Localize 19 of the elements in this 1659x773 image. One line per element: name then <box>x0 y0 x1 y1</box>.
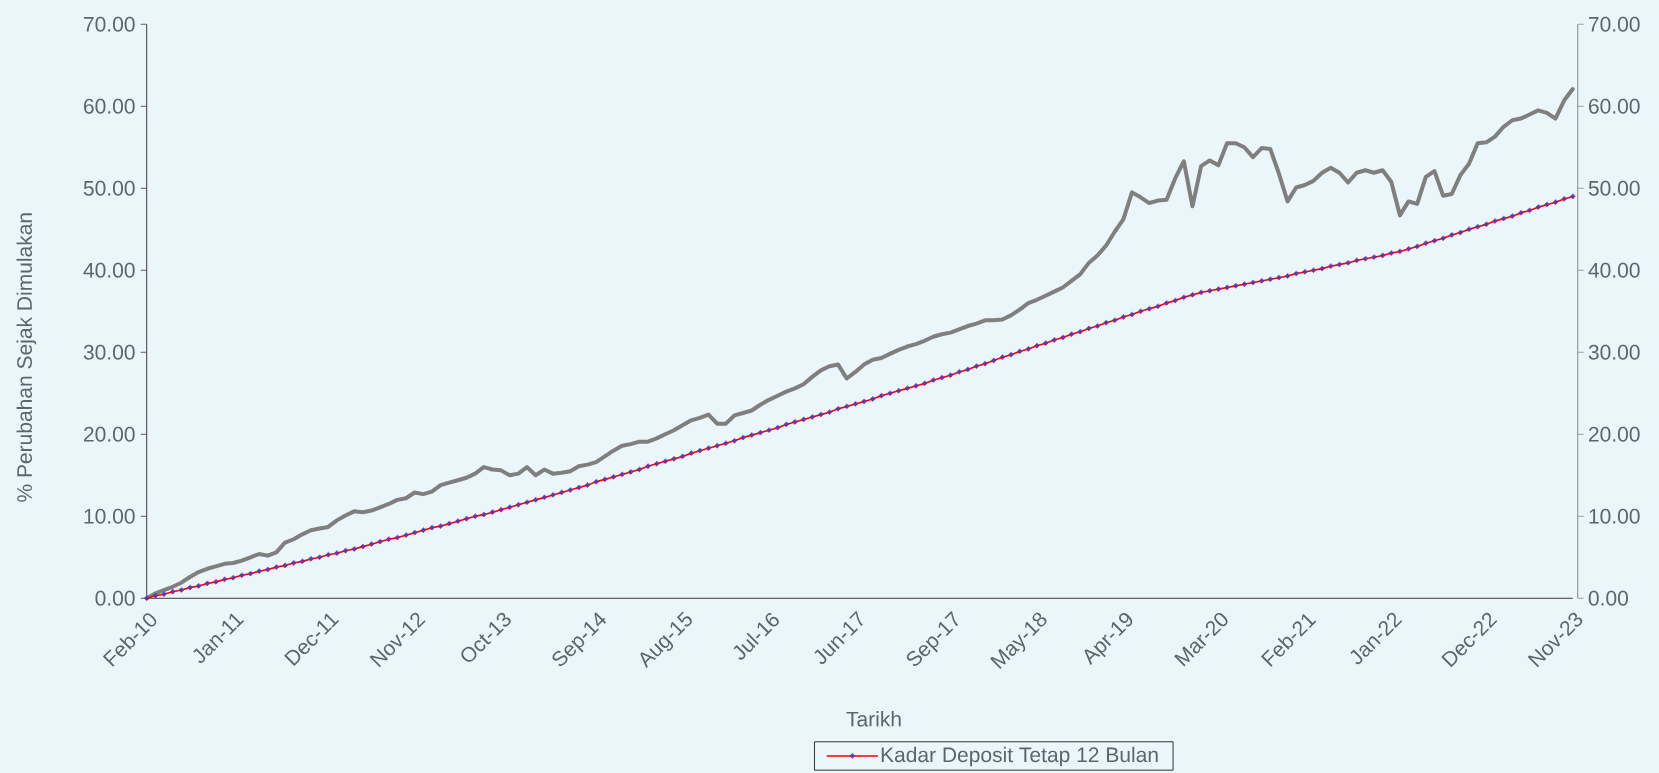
y2-tick-label: 20.00 <box>1589 426 1640 442</box>
y2-tick-label: 40.00 <box>1588 262 1640 278</box>
y-tick-label: 30.00 <box>83 344 135 360</box>
y-tick-label: 60.00 <box>84 98 135 114</box>
legend-label: Kadar Deposit Tetap 12 Bulan <box>881 746 1158 767</box>
y2-tick-label: 30.00 <box>1588 344 1640 360</box>
y-tick-label: 20.00 <box>84 426 135 442</box>
y-tick-label: 0.00 <box>95 590 135 606</box>
y-tick-label: 50.00 <box>83 180 135 196</box>
y2-tick-label: 60.00 <box>1589 98 1640 114</box>
y2-tick-label: 50.00 <box>1588 180 1640 196</box>
y-tick-label: 10.00 <box>84 508 135 524</box>
x-axis-title: Tarikh <box>846 711 901 727</box>
y-tick-label: 40.00 <box>83 262 135 278</box>
y-axis-title: % Perubahan Sejak Dimulakan <box>16 213 37 502</box>
y2-tick-label: 70.00 <box>1589 16 1640 32</box>
y2-tick-label: 0.00 <box>1588 590 1628 606</box>
y-tick-label: 70.00 <box>84 16 135 32</box>
y2-tick-label: 10.00 <box>1589 508 1640 524</box>
